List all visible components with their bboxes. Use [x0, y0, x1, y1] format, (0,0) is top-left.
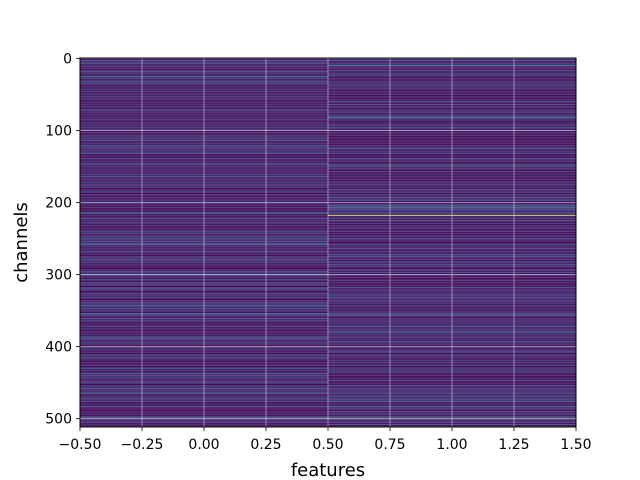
- y-tick-label: 200: [45, 196, 72, 212]
- y-tick-label: 300: [45, 268, 72, 284]
- y-axis: 0 100 200 300 400 500: [45, 51, 80, 428]
- y-tick-label: 400: [45, 340, 72, 356]
- y-tick-label: 0: [63, 51, 72, 67]
- x-tick-label: −0.50: [59, 437, 102, 453]
- x-tick-label: 1.50: [560, 437, 591, 453]
- x-tick-label: 1.25: [498, 437, 529, 453]
- y-axis-label: channels: [11, 202, 32, 283]
- x-tick-label: 0.75: [374, 437, 405, 453]
- x-tick-label: −0.25: [121, 437, 164, 453]
- x-tick-label: 1.00: [436, 437, 467, 453]
- x-tick-label: 0.50: [312, 437, 343, 453]
- x-tick-label: 0.25: [250, 437, 281, 453]
- x-axis-label: features: [291, 460, 365, 480]
- x-tick-label: 0.00: [188, 437, 219, 453]
- y-tick-label: 100: [45, 123, 72, 139]
- x-axis: −0.50 −0.25 0.00 0.25 0.50 0.75 1.00 1.25 1.50: [59, 427, 592, 453]
- y-tick-label: 500: [45, 412, 72, 428]
